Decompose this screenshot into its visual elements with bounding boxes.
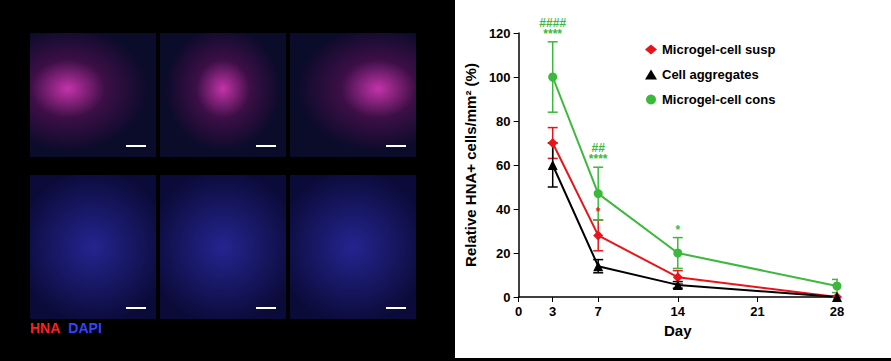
html-text:DAPI: DAPI: [68, 320, 102, 336]
svg-text:*: *: [675, 223, 680, 237]
svg-text:100: 100: [489, 70, 511, 85]
svg-text:80: 80: [496, 114, 510, 129]
svg-text:28: 28: [830, 304, 844, 319]
svg-text:20: 20: [496, 246, 510, 261]
svg-text:7: 7: [595, 304, 602, 319]
svg-text:40: 40: [496, 202, 510, 217]
svg-text:14: 14: [671, 304, 686, 319]
svg-text:21: 21: [750, 304, 764, 319]
svg-text:3: 3: [549, 304, 556, 319]
svg-text:Day: Day: [664, 322, 692, 339]
svg-text:####: ####: [539, 16, 566, 30]
svg-text:0: 0: [503, 290, 510, 305]
svg-text:Microgel-cell susp: Microgel-cell susp: [662, 42, 775, 57]
svg-text:120: 120: [489, 26, 511, 41]
svg-text:*: *: [596, 205, 601, 219]
svg-text:##: ##: [592, 141, 606, 155]
html-text:HNA: HNA: [30, 320, 61, 336]
svg-text:Relative HNA+ cells/mm² (%): Relative HNA+ cells/mm² (%): [462, 63, 479, 267]
svg-text:Microgel-cell cons: Microgel-cell cons: [662, 92, 775, 107]
svg-text:60: 60: [496, 158, 510, 173]
svg-text:Cell aggregates: Cell aggregates: [662, 67, 759, 82]
svg-text:0: 0: [515, 304, 522, 319]
